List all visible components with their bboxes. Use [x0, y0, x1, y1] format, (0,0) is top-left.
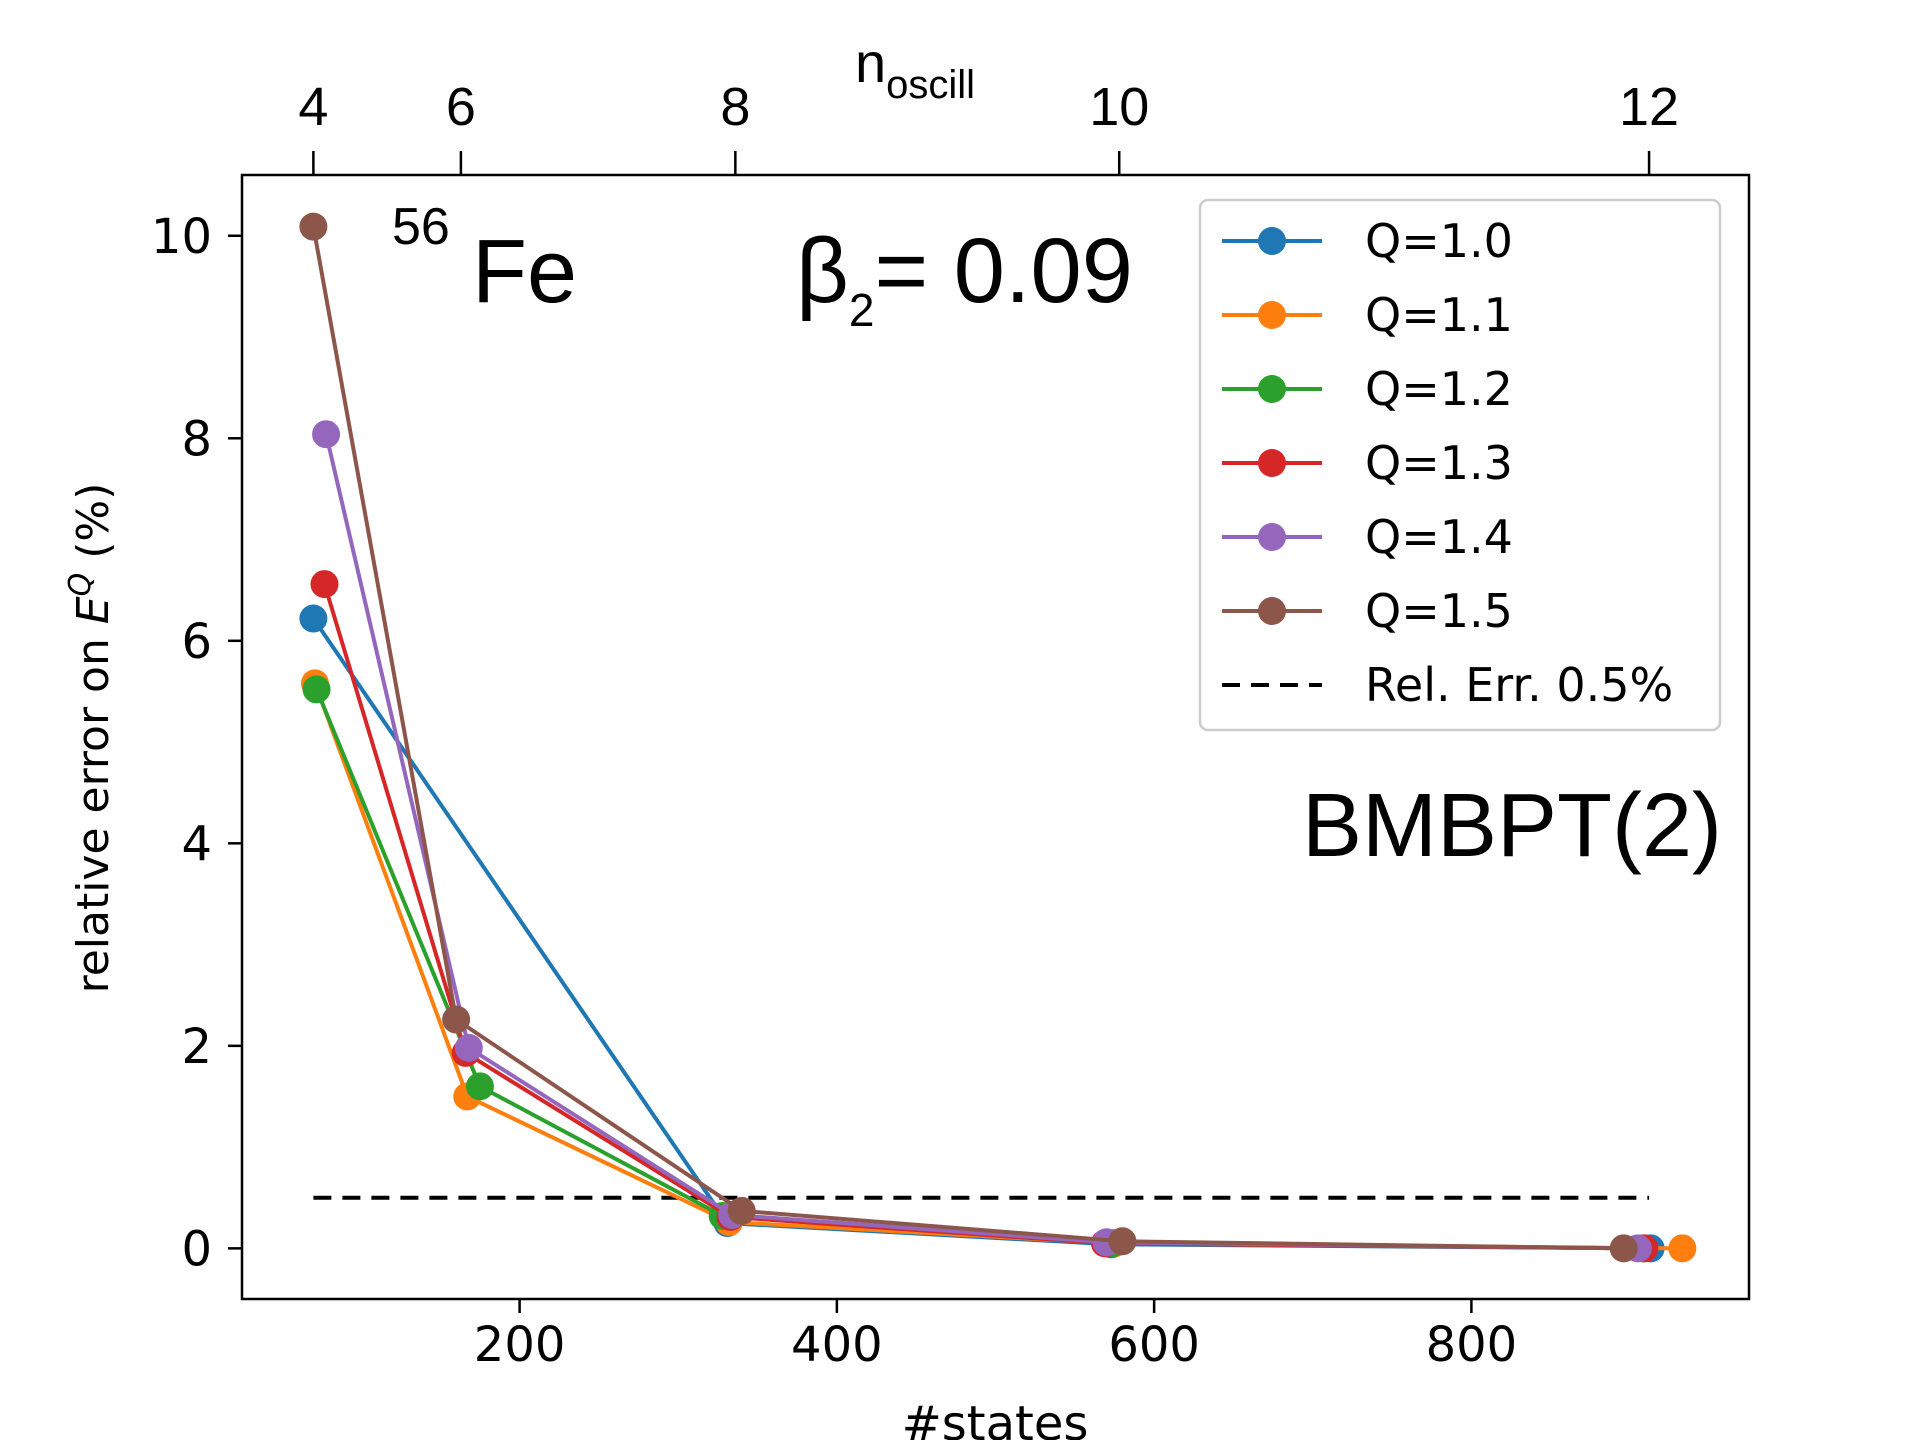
beta-value: = 0.09 — [875, 220, 1133, 322]
legend-marker — [1258, 597, 1286, 625]
x-tick-label: 800 — [1426, 1317, 1518, 1373]
y-axis-label: relative error on EQ (%) — [63, 483, 119, 994]
series-group — [299, 212, 1697, 1263]
legend-marker — [1258, 301, 1286, 329]
x-tick-label: 200 — [474, 1317, 566, 1373]
data-point — [454, 1033, 483, 1062]
data-point — [1668, 1234, 1697, 1263]
data-point — [1609, 1234, 1638, 1263]
y-axis-label-sup: Q — [63, 573, 98, 597]
data-point — [299, 604, 328, 633]
series-Q=1.5 — [299, 212, 1638, 1263]
legend-label: Rel. Err. 0.5% — [1365, 658, 1673, 712]
y-tick-label: 8 — [181, 411, 212, 467]
x-tick-label: 600 — [1108, 1317, 1200, 1373]
data-point — [310, 570, 339, 599]
top-tick-label: 10 — [1089, 77, 1149, 137]
legend-box — [1198, 198, 1722, 732]
x-axis-ticks: 200 400 600 800 — [474, 1299, 1517, 1373]
legend-label: Q=1.2 — [1365, 362, 1513, 416]
x-tick-label: 400 — [791, 1317, 883, 1373]
y-tick-label: 10 — [151, 209, 212, 265]
x-axis-label: #states — [902, 1396, 1089, 1440]
y-axis-label-prefix: relative error on — [68, 624, 119, 993]
data-point — [312, 420, 341, 449]
data-point — [465, 1072, 494, 1101]
legend-entries: Q=1.0 Q=1.1 Q=1.2 Q=1.3 Q=1.4 Q=1.5 Rel. Err. … — [1222, 214, 1673, 712]
plot-frame — [240, 173, 1751, 1301]
y-tick-label: 4 — [181, 816, 212, 872]
legend-marker — [1258, 523, 1286, 551]
data-point — [302, 675, 331, 704]
y-axis-label-var: E — [68, 596, 119, 624]
legend-marker — [1258, 375, 1286, 403]
y-axis-label-suffix: (%) — [68, 483, 119, 573]
legend-label: Q=1.4 — [1365, 510, 1513, 564]
data-point — [299, 212, 328, 241]
top-axis-label-main: n — [855, 31, 886, 94]
method-label: BMBPT(2) — [1302, 776, 1722, 876]
legend-label: Q=1.5 — [1365, 584, 1513, 638]
top-axis-ticks: 4 6 8 10 12 — [298, 77, 1679, 175]
top-axis-label: noscill — [855, 31, 975, 107]
legend: Q=1.0 Q=1.1 Q=1.2 Q=1.3 Q=1.4 Q=1.5 Rel. Err. … — [1198, 198, 1722, 732]
beta-subscript: 2 — [849, 284, 875, 336]
nucleus-symbol: Fe — [472, 222, 577, 322]
data-point — [1108, 1227, 1137, 1256]
legend-label: Q=1.1 — [1365, 288, 1513, 342]
legend-marker — [1258, 449, 1286, 477]
data-point — [442, 1005, 471, 1034]
nucleus-mass-number: 56 — [392, 198, 450, 256]
top-tick-label: 4 — [298, 77, 328, 137]
beta-symbol: β — [796, 220, 849, 322]
top-tick-label: 6 — [446, 77, 476, 137]
legend-label: Q=1.0 — [1365, 214, 1513, 268]
top-tick-label: 12 — [1619, 77, 1679, 137]
y-tick-label: 2 — [181, 1019, 212, 1075]
legend-marker — [1258, 227, 1286, 255]
beta-annotation: β2= 0.09 — [796, 220, 1133, 336]
top-axis-label-sub: oscill — [886, 63, 975, 107]
legend-label: Q=1.3 — [1365, 436, 1513, 490]
top-tick-label: 8 — [720, 77, 750, 137]
y-axis-ticks: 0 2 4 6 8 10 — [151, 209, 242, 1277]
y-tick-label: 6 — [181, 614, 212, 670]
y-tick-label: 0 — [181, 1221, 212, 1277]
data-point — [727, 1196, 756, 1225]
